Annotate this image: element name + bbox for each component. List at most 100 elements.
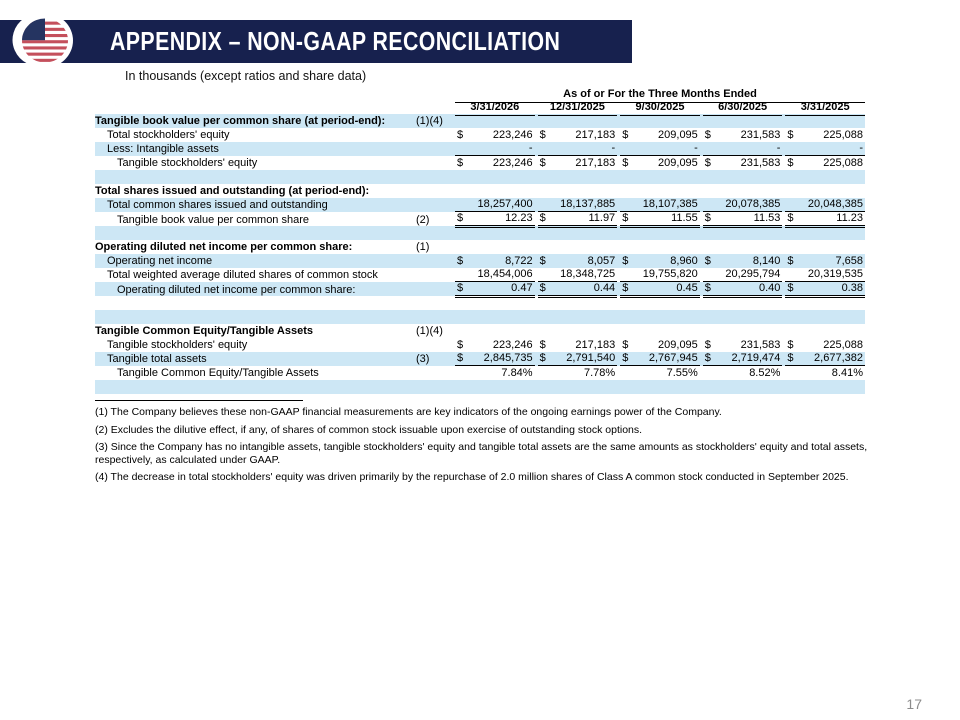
value-text: 8,722	[505, 254, 533, 267]
value-text: 8.52%	[749, 366, 781, 379]
table-row: Tangible Common Equity/Tangible Assets 7.…	[95, 366, 865, 380]
cell-value: $11.53	[702, 212, 783, 228]
value-text: 0.44	[593, 282, 616, 294]
dollar-sign: $	[539, 212, 546, 224]
table-blank-row	[95, 380, 865, 394]
cell-value: 7.84%	[455, 366, 535, 380]
value-text: -	[694, 142, 698, 154]
value-text: 209,095	[658, 338, 698, 351]
row-label: Total common shares issued and outstandi…	[107, 198, 328, 211]
table-row: Tangible book value per common share (at…	[95, 114, 865, 128]
row-label: Less: Intangible assets	[107, 142, 219, 155]
row-footnote-ref: (1)(4)	[416, 114, 443, 127]
row-label: Tangible Common Equity/Tangible Assets	[117, 366, 319, 379]
table-row: Tangible total assets (3) $2,845,735 $2,791…	[95, 352, 865, 366]
dollar-sign: $	[622, 128, 629, 141]
value-text: 217,183	[575, 128, 616, 141]
row-label: Operating net income	[107, 254, 213, 267]
cell-value: -	[620, 142, 700, 156]
cell-value: $209,095	[620, 338, 700, 352]
value-text: 209,095	[658, 156, 698, 169]
cell-value: $8,140	[703, 254, 783, 268]
row-label: Tangible Common Equity/Tangible Assets	[95, 324, 313, 337]
footnote: (2) Excludes the dilutive effect, if any…	[95, 423, 643, 436]
value-text: 2,845,735	[483, 352, 533, 364]
value-text: 20,295,794	[725, 268, 781, 280]
value-text: 11.23	[836, 212, 863, 224]
dollar-sign: $	[787, 128, 794, 141]
value-text: 0.38	[841, 282, 863, 294]
dollar-sign: $	[622, 156, 629, 169]
cell-value: $8,722	[455, 254, 535, 268]
table-row: Total shares issued and outstanding (at …	[95, 184, 865, 198]
footnote: (1) The Company believes these non-GAAP …	[95, 406, 722, 418]
title-bar	[0, 20, 632, 63]
dollar-sign: $	[704, 254, 711, 267]
table-columns-row: 3/31/2026 12/31/2025 9/30/2025 6/30/2025 3/3…	[95, 101, 865, 116]
dollar-sign: $	[787, 156, 794, 169]
dollar-sign: $	[704, 352, 711, 364]
value-text: 0.45	[676, 282, 698, 294]
value-text: -	[776, 142, 781, 154]
table-col-header: 3/31/2025	[785, 101, 865, 116]
value-text: 8,057	[587, 254, 616, 267]
table-period-row: As of or For the Three Months Ended	[95, 88, 865, 103]
cell-value: 20,078,385	[702, 198, 783, 212]
cell-value: $231,583	[703, 128, 783, 142]
cell-value: $12.23	[455, 212, 535, 228]
dollar-sign: $	[787, 338, 794, 351]
value-text: 225,088	[823, 156, 863, 169]
row-label: Tangible stockholders' equity	[117, 156, 258, 169]
dollar-sign: $	[539, 254, 546, 267]
table-col-header: 12/31/2025	[537, 101, 618, 116]
footnote-separator	[95, 400, 303, 401]
value-text: 18,348,725	[560, 268, 616, 280]
cell-value: $217,183	[538, 128, 618, 142]
dollar-sign: $	[787, 254, 794, 267]
dollar-sign: $	[622, 254, 629, 267]
cell-value: 19,755,820	[620, 268, 700, 282]
table-row: Operating diluted net income per common …	[95, 240, 865, 254]
cell-value: $0.40	[702, 282, 783, 298]
cell-value: 8.52%	[703, 366, 783, 380]
cell-value: -	[785, 142, 865, 156]
dollar-sign: $	[622, 338, 629, 351]
cell-value: 20,048,385	[785, 198, 865, 212]
cell-value: $2,845,735	[455, 352, 535, 366]
dollar-sign: $	[704, 156, 711, 169]
value-text: -	[611, 142, 616, 154]
footnotes: (1) The Company believes these non-GAAP …	[95, 400, 877, 489]
row-footnote-ref: (1)	[416, 240, 430, 253]
value-text: 2,677,382	[814, 352, 863, 364]
value-text: 18,454,006	[477, 268, 533, 280]
table-period-header: As of or For the Three Months Ended	[455, 88, 865, 103]
table-units-note: In thousands (except ratios and share da…	[125, 69, 367, 83]
cell-value: $2,719,474	[702, 352, 783, 366]
dollar-sign: $	[457, 352, 464, 364]
dollar-sign: $	[704, 212, 711, 224]
cell-value: 18,107,385	[620, 198, 700, 212]
dollar-sign: $	[787, 212, 794, 224]
value-text: 20,319,535	[807, 268, 863, 280]
table-row: Total common shares issued and outstandi…	[95, 198, 865, 212]
table-row: Operating net income $8,722 $8,057 $8,960 $8…	[95, 254, 865, 268]
table-col-header: 9/30/2025	[620, 101, 700, 116]
value-text: 18,137,885	[560, 198, 616, 210]
cell-value: $7,658	[785, 254, 865, 268]
row-label: Tangible book value per common share (at…	[95, 114, 386, 127]
value-text: 18,107,385	[642, 198, 698, 210]
dollar-sign: $	[622, 282, 629, 294]
cell-value: $231,583	[703, 338, 783, 352]
cell-value: $0.47	[455, 282, 535, 298]
value-text: 231,583	[740, 128, 781, 141]
cell-value: 7.55%	[620, 366, 700, 380]
cell-value: 18,137,885	[537, 198, 618, 212]
value-text: 225,088	[823, 128, 863, 141]
table-row: Total stockholders' equity $223,246 $217,1…	[95, 128, 865, 142]
table-row: Tangible stockholders' equity $223,246 $21…	[95, 338, 865, 352]
dollar-sign: $	[457, 156, 464, 169]
value-text: 19,755,820	[642, 268, 698, 280]
value-text: 223,246	[492, 156, 533, 169]
us-flag-globe-icon	[12, 13, 73, 68]
value-text: 217,183	[575, 156, 616, 169]
